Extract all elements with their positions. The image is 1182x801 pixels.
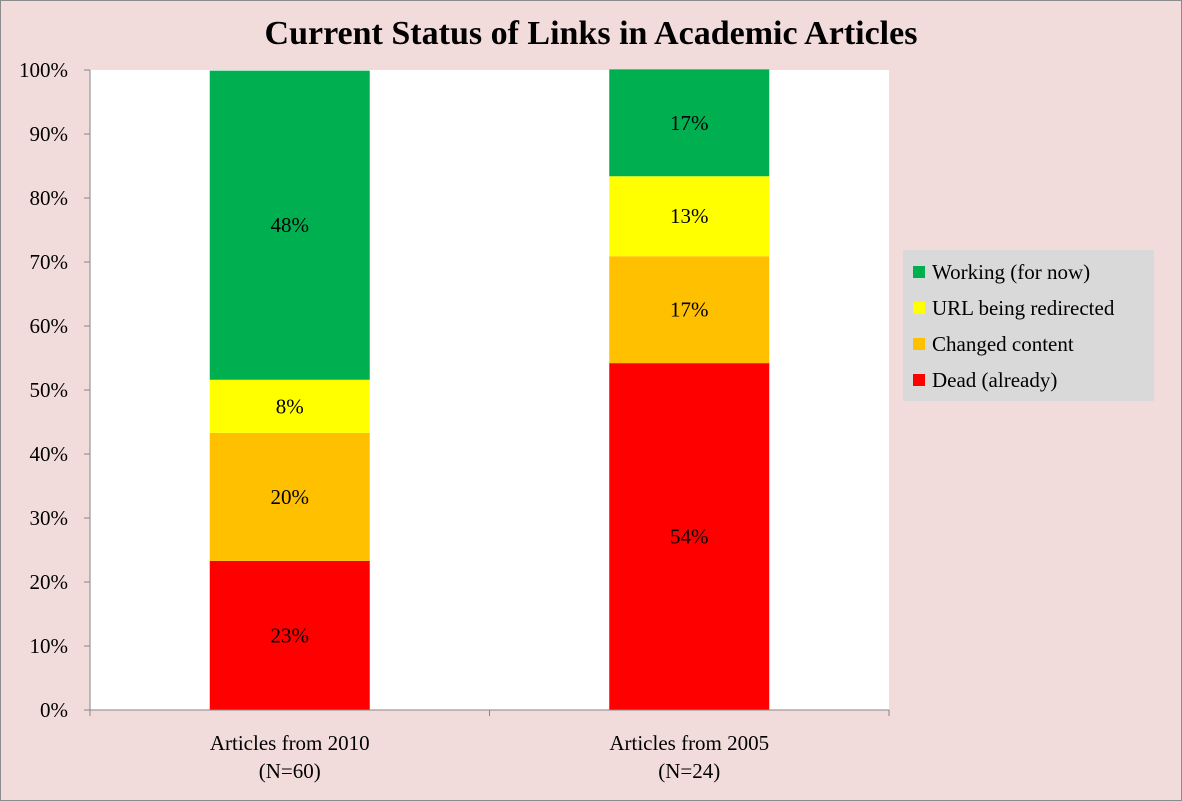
data-label: 17% xyxy=(670,111,709,135)
bar-segment-dead-already-1 xyxy=(209,560,370,710)
legend: Working (for now) URL being redirected Cha… xyxy=(903,250,1154,401)
legend-item: URL being redirected xyxy=(903,290,1154,326)
data-label: 48% xyxy=(271,213,310,237)
bar-segment-url-being-redirected-2 xyxy=(609,176,770,257)
legend-label: Working (for now) xyxy=(932,259,1091,284)
bar-segment-working-for-now-2 xyxy=(609,69,770,177)
data-label: 8% xyxy=(276,394,304,418)
y-tick-label: 60% xyxy=(30,314,69,338)
x-category-label: (N=60) xyxy=(259,759,321,783)
bar-segment-dead-already-2 xyxy=(609,363,770,710)
bar-segment-working-for-now-1 xyxy=(209,70,370,380)
data-label: 17% xyxy=(670,298,709,322)
y-tick-label: 50% xyxy=(30,378,69,402)
bar-segment-changed-content-1 xyxy=(209,432,370,561)
bar-segment-url-being-redirected-1 xyxy=(209,379,370,433)
legend-label: Changed content xyxy=(932,331,1074,356)
data-label: 23% xyxy=(271,623,310,647)
legend-item: Working (for now) xyxy=(903,254,1154,290)
y-tick-label: 10% xyxy=(30,634,69,658)
data-label: 54% xyxy=(670,525,709,549)
legend-item: Dead (already) xyxy=(903,362,1154,398)
legend-swatch xyxy=(913,302,925,314)
x-category-label: (N=24) xyxy=(658,759,720,783)
data-label: 13% xyxy=(670,204,709,228)
legend-label: URL being redirected xyxy=(932,295,1115,320)
bar-segment-changed-content-2 xyxy=(609,256,770,364)
legend-swatch xyxy=(913,374,925,386)
data-label: 20% xyxy=(271,485,310,509)
x-category-label: Articles from 2010 xyxy=(210,731,370,755)
legend-swatch xyxy=(913,338,925,350)
y-tick-label: 0% xyxy=(40,698,68,722)
y-tick-label: 20% xyxy=(30,570,69,594)
legend-label: Dead (already) xyxy=(932,367,1058,392)
chart-title: Current Status of Links in Academic Arti… xyxy=(264,15,918,52)
x-category-label: Articles from 2005 xyxy=(609,731,769,755)
y-tick-label: 70% xyxy=(30,250,69,274)
y-tick-label: 30% xyxy=(30,506,69,530)
y-tick-label: 40% xyxy=(30,442,69,466)
y-tick-label: 90% xyxy=(30,122,69,146)
y-tick-label: 80% xyxy=(30,186,69,210)
y-tick-label: 100% xyxy=(19,58,68,82)
legend-item: Changed content xyxy=(903,326,1154,362)
legend-swatch xyxy=(913,266,925,278)
